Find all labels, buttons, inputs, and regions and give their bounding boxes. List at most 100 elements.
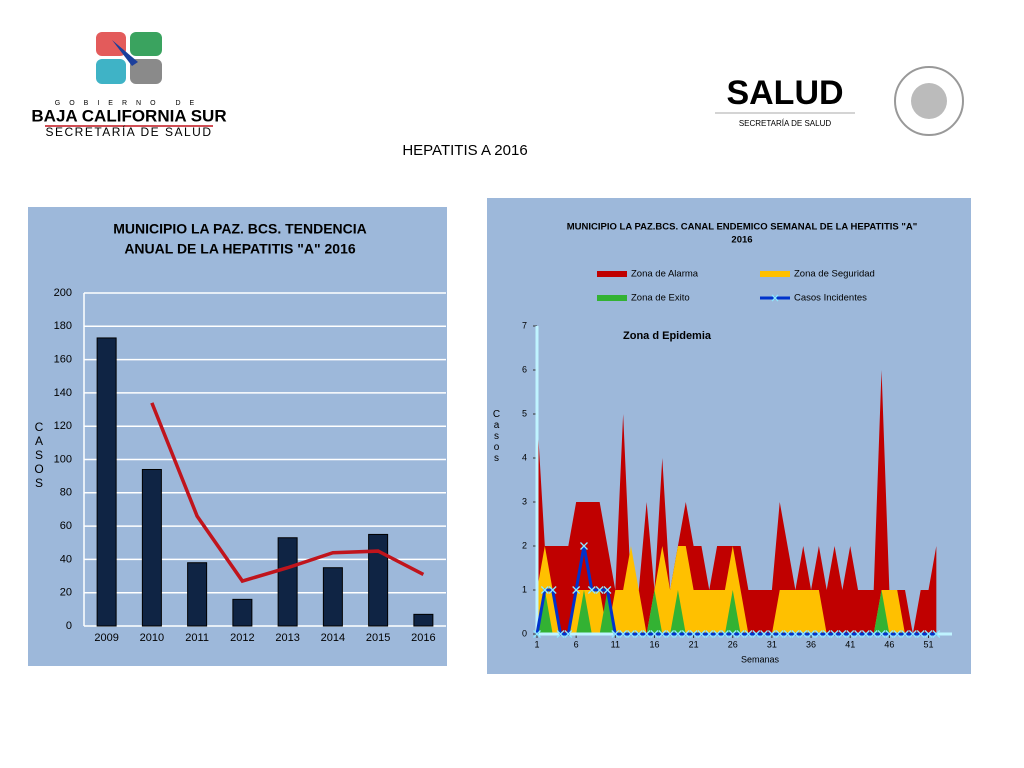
area: [537, 590, 937, 634]
y-tick-label: 60: [60, 520, 72, 532]
chart-title: 2016: [731, 235, 752, 246]
annotation: Zona d Epidemia: [623, 330, 712, 342]
x-tick-label: 16: [649, 639, 659, 649]
x-tick-label: 2011: [185, 632, 209, 644]
area: [537, 370, 937, 634]
salud-logo: SALUD: [726, 74, 843, 112]
marker: [744, 630, 753, 638]
x-tick-label: 41: [845, 639, 855, 649]
emblem: [911, 83, 947, 119]
marker: [564, 630, 573, 638]
y-tick-label: 2: [522, 540, 527, 550]
marker: [603, 586, 612, 594]
legend-label: Zona de Seguridad: [794, 269, 875, 280]
y-tick-label: 6: [522, 364, 527, 374]
marker: [783, 630, 792, 638]
y-tick-label: 160: [54, 354, 72, 366]
marker: [752, 630, 761, 638]
marker: [556, 630, 565, 638]
marker: [642, 630, 651, 638]
marker: [877, 630, 886, 638]
y-tick-label: 3: [522, 496, 527, 506]
salud-dept: SECRETARÍA DE SALUD: [739, 119, 832, 128]
y-tick-label: 4: [522, 452, 527, 462]
legend-entry: Zona de Seguridad: [760, 269, 875, 280]
x-tick-label: 6: [574, 639, 579, 649]
marker: [799, 630, 808, 638]
marker: [720, 630, 729, 638]
marker: [627, 630, 635, 638]
bar: [141, 468, 162, 627]
marker: [666, 630, 675, 638]
bar: [277, 537, 298, 627]
marker: [595, 586, 604, 594]
marker: [533, 630, 541, 638]
x-tick-label: 31: [767, 639, 777, 649]
y-axis-label: Casos: [491, 409, 502, 464]
y-tick-label: 40: [60, 553, 72, 565]
bar: [187, 562, 208, 627]
x-tick-label: 2015: [366, 632, 390, 644]
legend-label: Zona de Alarma: [631, 269, 699, 280]
marker: [760, 630, 769, 638]
marker: [822, 630, 831, 638]
legend-entry: Zona de Alarma: [597, 269, 699, 280]
gov-state: BAJA CALIFORNIA SUR: [31, 106, 226, 125]
y-tick-label: 5: [522, 408, 527, 418]
marker: [916, 630, 925, 638]
marker: [830, 630, 839, 638]
gov-dept: SECRETARÍA DE SALUD: [46, 124, 213, 139]
marker: [705, 630, 714, 638]
marker: [814, 630, 823, 638]
marker: [572, 586, 581, 594]
x-tick-label: 2012: [230, 632, 254, 644]
marker: [580, 542, 588, 550]
legend-entry: Casos Incidentes: [760, 293, 867, 304]
marker: [807, 630, 816, 638]
x-tick-label: 26: [728, 639, 738, 649]
marker: [861, 630, 870, 638]
y-tick-label: 120: [54, 420, 72, 432]
bar: [413, 613, 434, 627]
bar: [322, 567, 343, 627]
marker: [650, 630, 659, 638]
marker: [673, 630, 682, 638]
page-title: HEPATITIS A 2016: [402, 142, 527, 159]
y-tick-label: 100: [54, 453, 72, 465]
marker: [548, 586, 557, 594]
x-tick-label: 1: [534, 639, 539, 649]
legend-entry: Zona de Exito: [597, 293, 690, 304]
marker: [634, 630, 643, 638]
x-tick-label: 21: [689, 639, 699, 649]
marker: [838, 630, 847, 638]
trend-line: [150, 402, 425, 584]
bar: [368, 533, 389, 627]
y-tick-label: 0: [66, 620, 72, 632]
emblem: [894, 66, 964, 136]
marker: [611, 630, 620, 638]
y-tick-label: 1: [522, 584, 527, 594]
legend-label: Zona de Exito: [631, 293, 690, 304]
marker: [775, 630, 784, 638]
chart-title: ANUAL DE LA HEPATITIS "A" 2016: [124, 241, 356, 257]
y-tick-label: 180: [54, 320, 72, 332]
bar: [232, 598, 253, 627]
legend-swatch: [597, 271, 627, 277]
marker: [587, 586, 596, 594]
x-tick-label: 2010: [140, 632, 164, 644]
marker: [846, 630, 855, 638]
x-tick-label: 46: [884, 639, 894, 649]
x-tick-label: 2013: [275, 632, 299, 644]
gov-logo: [96, 32, 162, 84]
marker: [885, 630, 894, 638]
line: [535, 545, 937, 636]
legend-swatch: [760, 271, 790, 277]
y-tick-label: 140: [54, 387, 72, 399]
x-tick-label: 36: [806, 639, 816, 649]
marker: [869, 630, 878, 638]
gov-top: GOBIERNO DE: [55, 100, 203, 107]
legend-swatch: [597, 295, 627, 301]
marker: [767, 630, 776, 638]
